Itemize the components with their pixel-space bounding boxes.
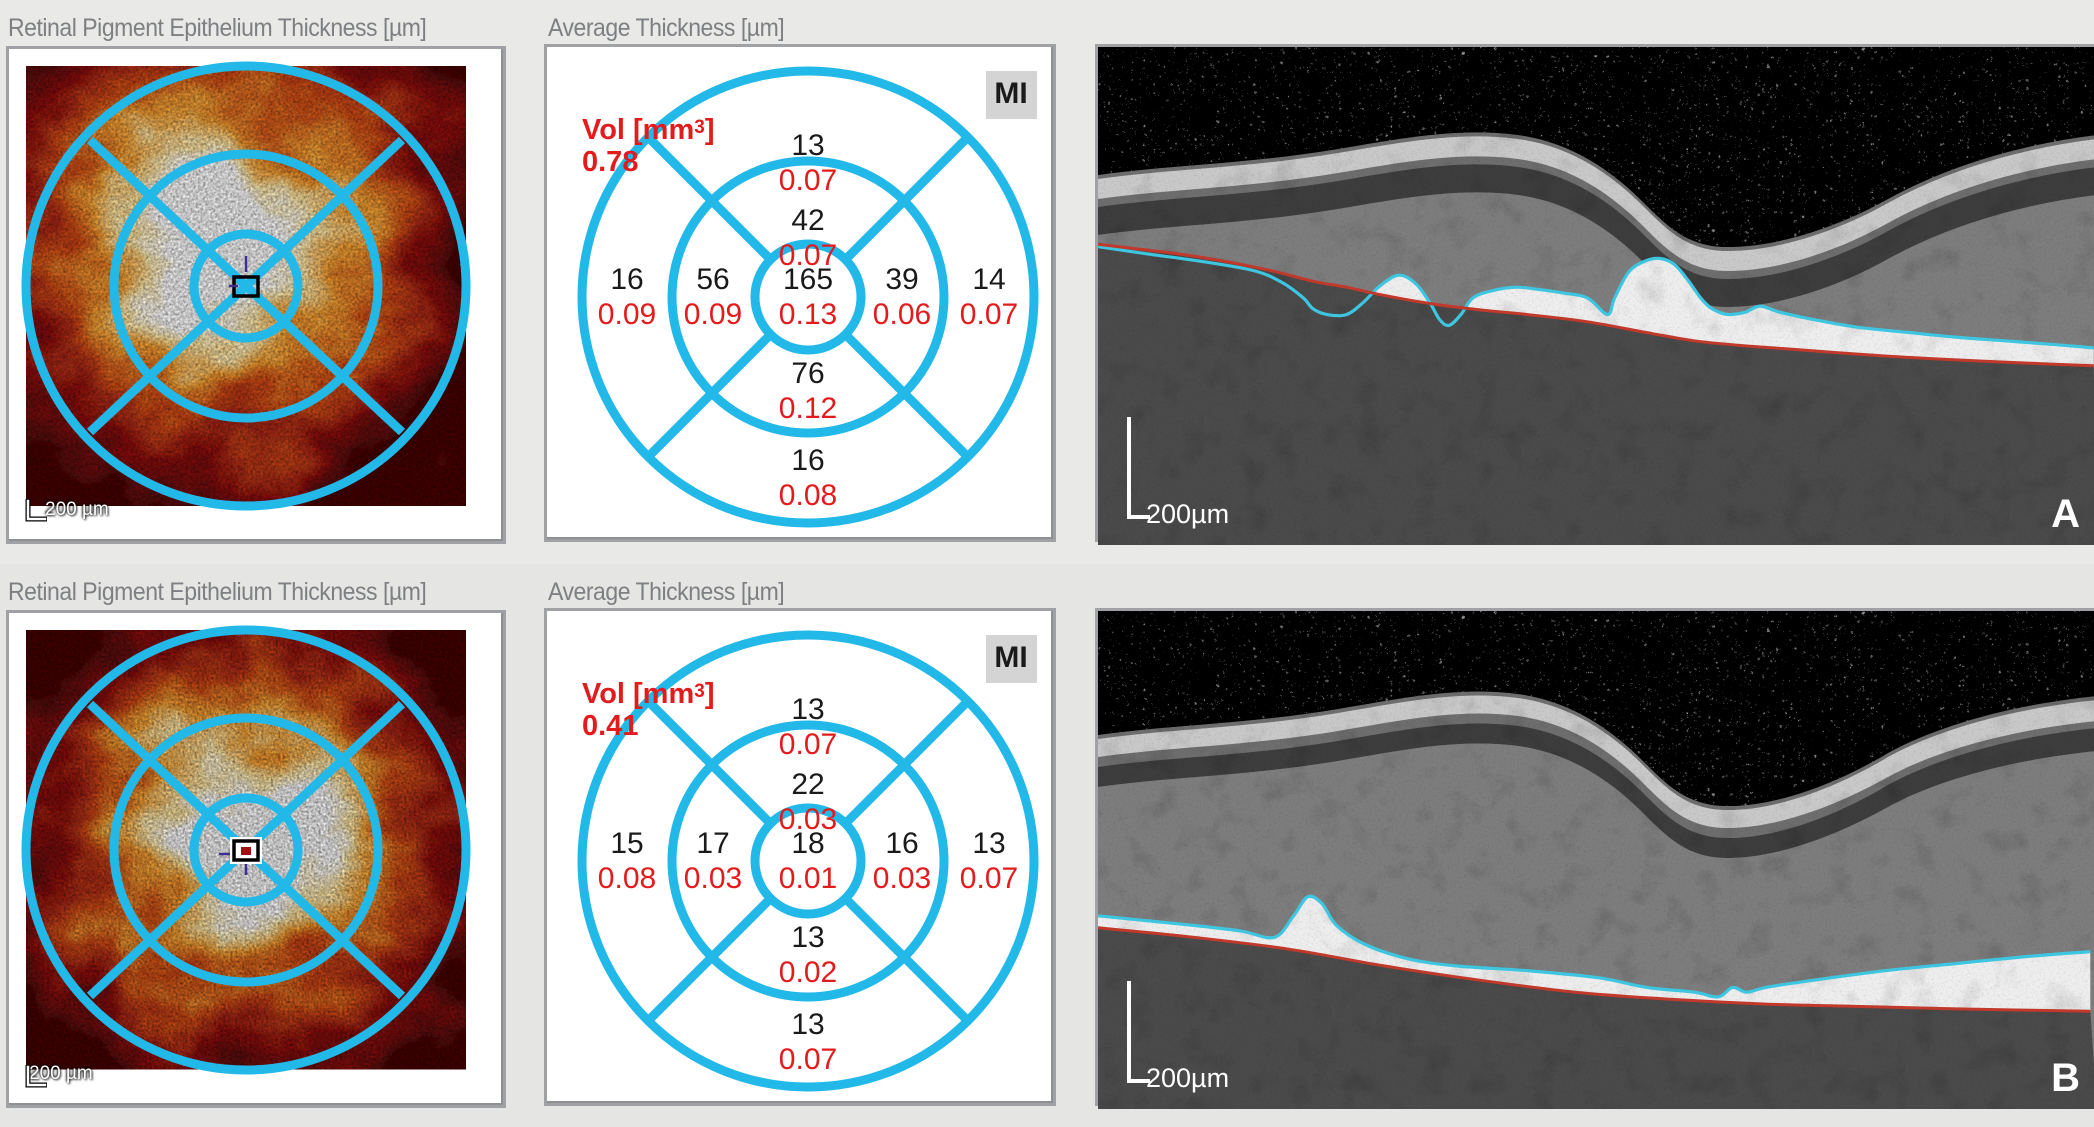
svg-text:0.07: 0.07 [960, 298, 1018, 331]
svg-text:0.08: 0.08 [779, 479, 837, 512]
svg-text:16: 16 [791, 444, 824, 477]
svg-text:56: 56 [696, 263, 729, 296]
svg-text:Vol [mm3]: Vol [mm3] [582, 114, 715, 146]
svg-text:0.02: 0.02 [779, 956, 837, 989]
svg-text:165: 165 [783, 263, 833, 296]
svg-text:0.07: 0.07 [960, 862, 1018, 895]
svg-text:0.07: 0.07 [779, 164, 837, 197]
svg-text:22: 22 [791, 768, 824, 801]
svg-text:13: 13 [791, 693, 824, 726]
svg-text:13: 13 [791, 1008, 824, 1041]
svg-text:18: 18 [791, 827, 824, 860]
svg-text:0.09: 0.09 [598, 298, 656, 331]
svg-text:0.03: 0.03 [873, 862, 931, 895]
svg-text:17: 17 [696, 827, 729, 860]
svg-text:16: 16 [610, 263, 643, 296]
svg-text:MI: MI [994, 77, 1027, 110]
svg-text:15: 15 [610, 827, 643, 860]
svg-text:0.03: 0.03 [684, 862, 742, 895]
svg-text:0.09: 0.09 [684, 298, 742, 331]
svg-text:0.07: 0.07 [779, 728, 837, 761]
svg-text:Vol [mm3]: Vol [mm3] [582, 678, 715, 710]
svg-text:0.41: 0.41 [582, 710, 638, 742]
svg-text:0.08: 0.08 [598, 862, 656, 895]
svg-text:0.13: 0.13 [779, 298, 837, 331]
svg-text:14: 14 [972, 263, 1005, 296]
svg-text:13: 13 [791, 129, 824, 162]
svg-text:42: 42 [791, 204, 824, 237]
svg-text:13: 13 [791, 921, 824, 954]
svg-text:0.78: 0.78 [582, 146, 638, 178]
svg-text:0.12: 0.12 [779, 392, 837, 425]
svg-text:MI: MI [994, 641, 1027, 674]
svg-text:39: 39 [885, 263, 918, 296]
svg-text:0.07: 0.07 [779, 1043, 837, 1076]
svg-text:16: 16 [885, 827, 918, 860]
svg-text:0.01: 0.01 [779, 862, 837, 895]
svg-text:13: 13 [972, 827, 1005, 860]
svg-text:76: 76 [791, 357, 824, 390]
svg-text:0.06: 0.06 [873, 298, 931, 331]
